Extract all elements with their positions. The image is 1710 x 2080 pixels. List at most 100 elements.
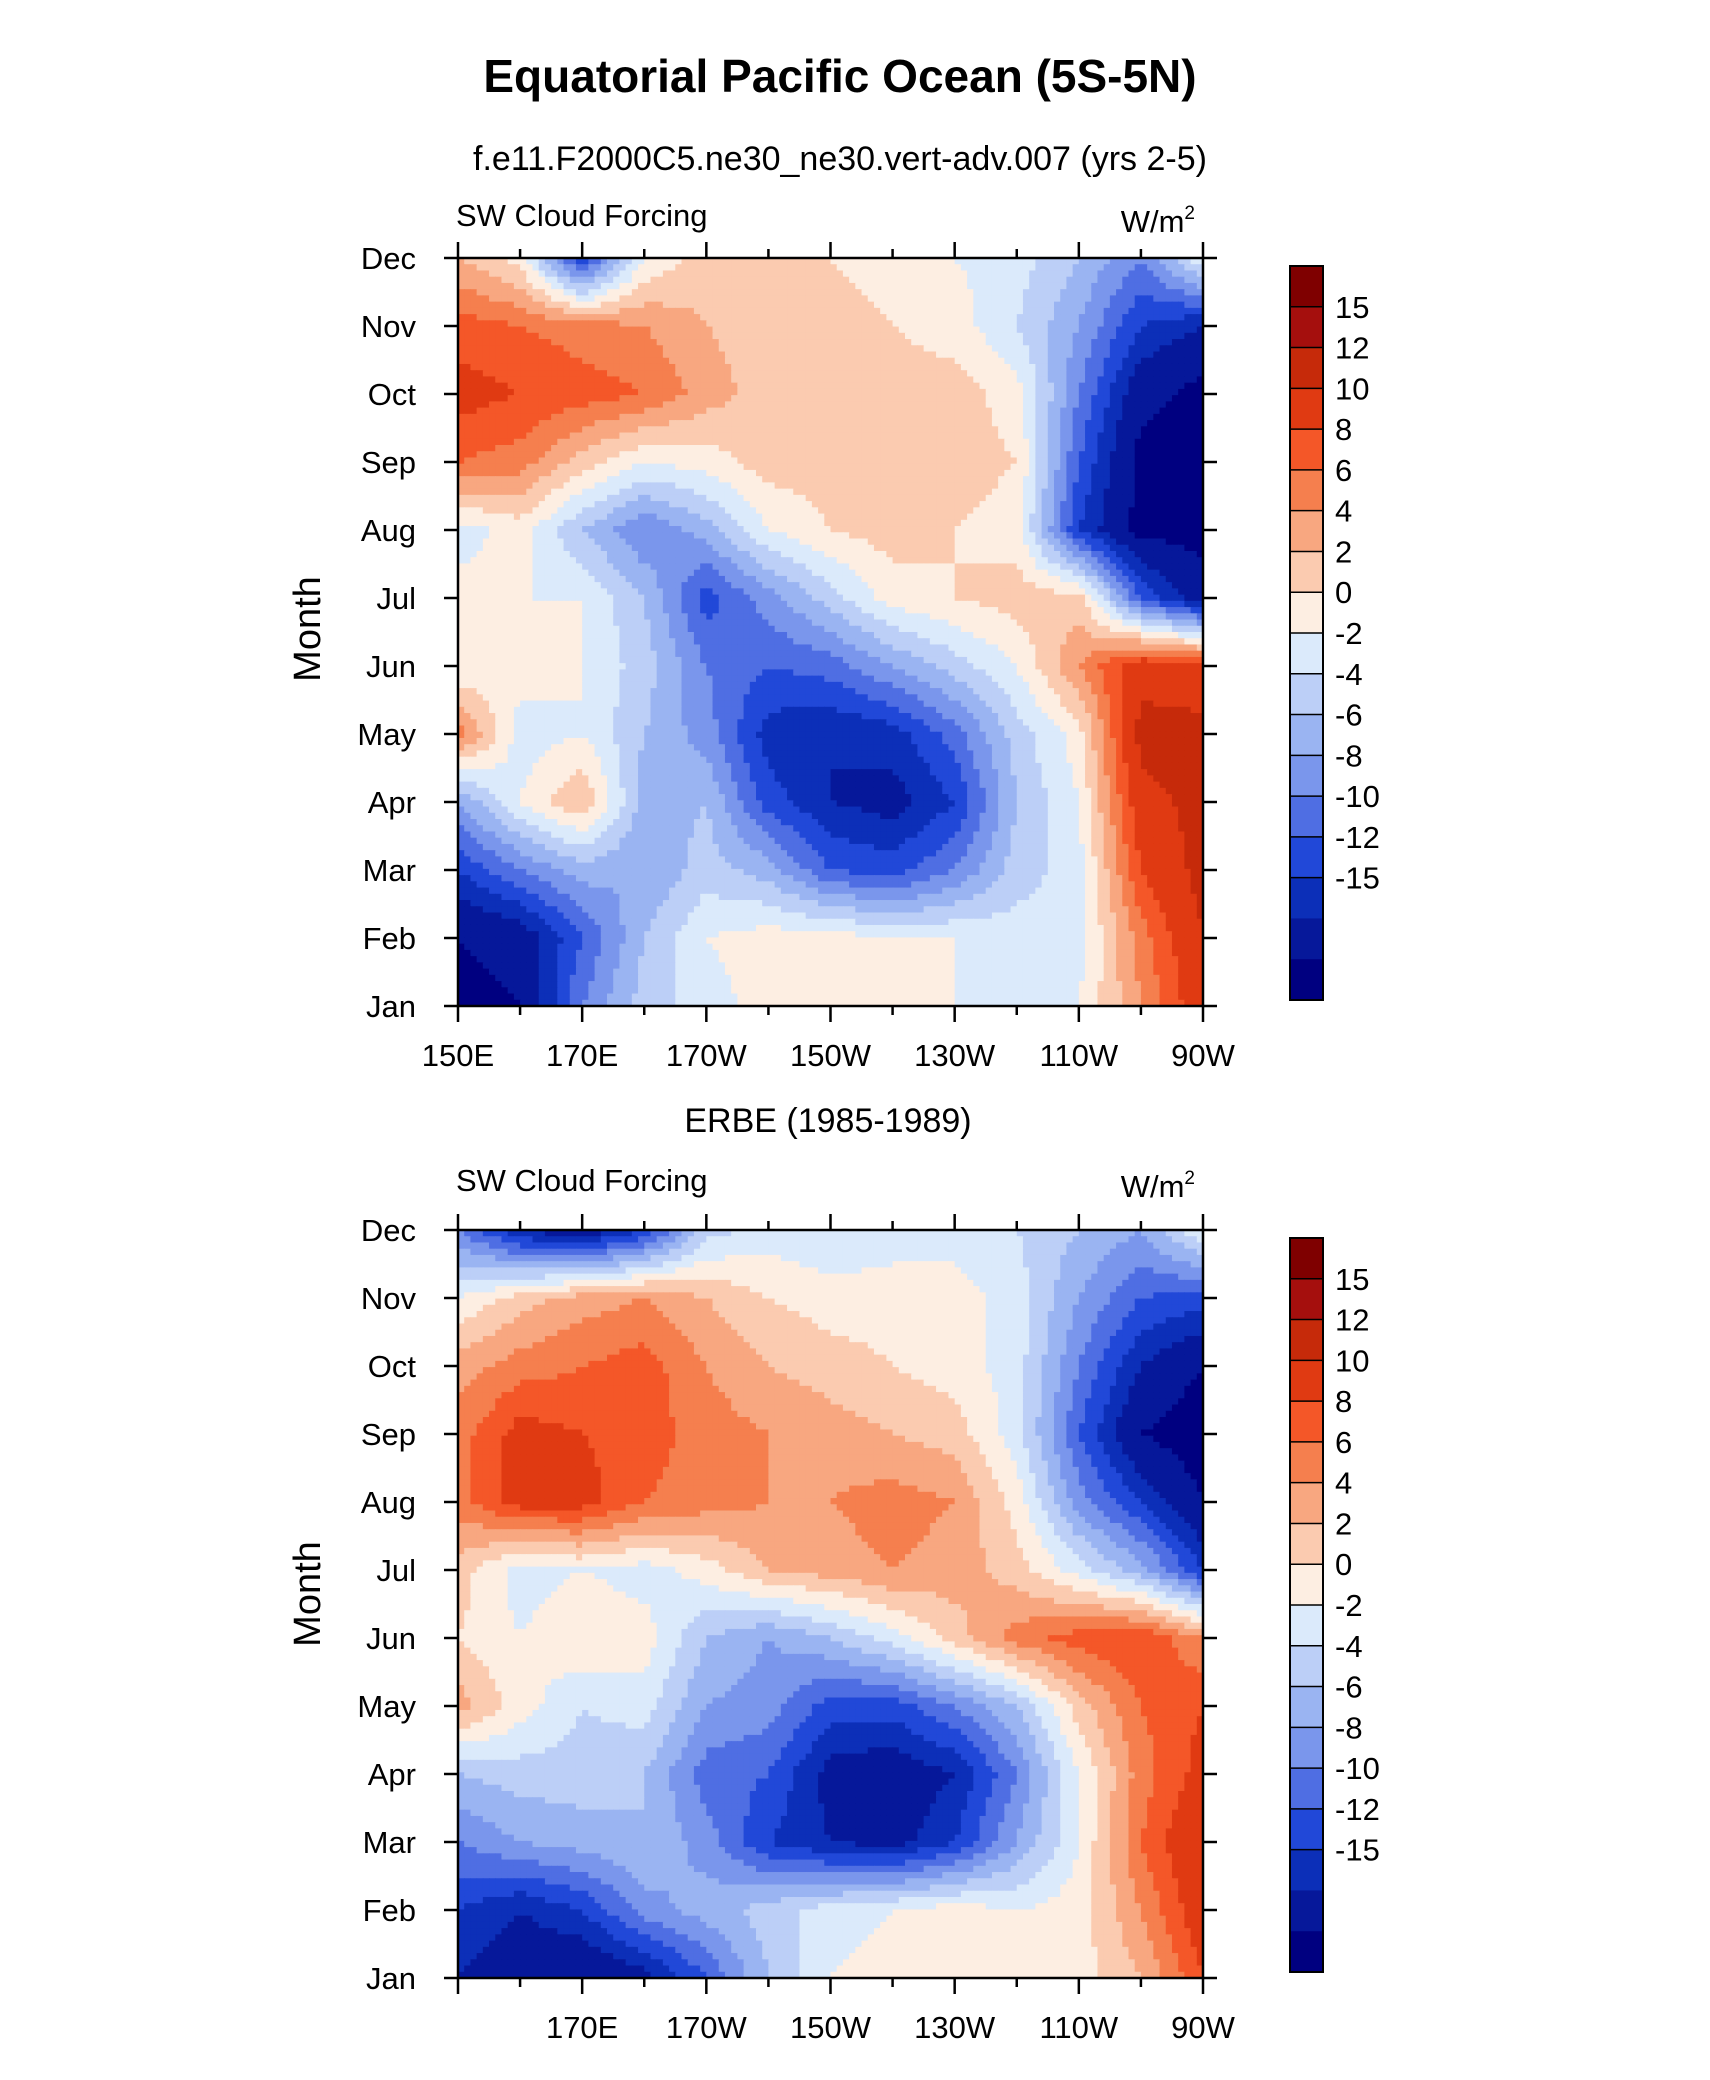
- contour-cell: [619, 264, 627, 272]
- contour-cell: [762, 345, 770, 353]
- contour-cell: [898, 289, 906, 296]
- contour-cell: [855, 301, 863, 309]
- contour-cell: [693, 351, 701, 359]
- contour-cell: [905, 295, 912, 303]
- contour-cell: [501, 258, 509, 265]
- contour-cell: [476, 494, 484, 502]
- contour-cell: [1196, 295, 1204, 303]
- contour-cell: [1109, 438, 1117, 446]
- contour-cell: [489, 476, 496, 483]
- contour-cell: [911, 376, 919, 384]
- contour-cell: [762, 339, 770, 346]
- contour-cell: [1029, 488, 1036, 496]
- contour-cell: [942, 426, 950, 434]
- contour-cell: [1054, 339, 1061, 346]
- contour-cell: [867, 507, 875, 515]
- contour-cell: [793, 494, 801, 502]
- contour-cell: [954, 488, 962, 496]
- contour-cell: [824, 401, 832, 409]
- contour-cell: [662, 345, 670, 353]
- contour-cell: [811, 494, 819, 502]
- contour-cell: [1004, 258, 1012, 265]
- contour-cell: [569, 457, 577, 465]
- contour-cell: [557, 282, 565, 290]
- contour-cell: [774, 476, 782, 483]
- contour-cell: [631, 469, 639, 477]
- contour-cell: [979, 332, 987, 340]
- contour-cell: [1165, 258, 1173, 265]
- contour-cell: [756, 345, 763, 353]
- contour-cell: [954, 258, 962, 265]
- contour-cell: [594, 401, 602, 409]
- contour-cell: [1103, 413, 1111, 421]
- contour-cell: [1078, 451, 1086, 459]
- contour-cell: [563, 332, 571, 340]
- contour-cell: [1078, 282, 1086, 290]
- contour-cell: [973, 370, 981, 378]
- contour-cell: [967, 507, 974, 515]
- contour-cell: [1178, 301, 1185, 309]
- contour-cell: [855, 332, 863, 340]
- contour-cell: [830, 501, 838, 508]
- contour-cell: [1016, 339, 1024, 346]
- contour-cell: [1047, 351, 1055, 359]
- contour-cell: [575, 507, 583, 515]
- contour-cell: [849, 326, 856, 334]
- contour-cell: [1122, 482, 1130, 490]
- contour-cell: [638, 258, 645, 265]
- contour-cell: [849, 457, 856, 465]
- contour-cell: [638, 413, 645, 421]
- contour-cell: [979, 413, 987, 421]
- contour-cell: [861, 314, 869, 321]
- contour-cell: [768, 438, 776, 446]
- contour-cell: [762, 376, 770, 384]
- contour-cell: [650, 388, 658, 396]
- contour-cell: [849, 507, 856, 515]
- contour-cell: [1128, 339, 1136, 346]
- contour-cell: [1060, 494, 1068, 502]
- contour-cell: [780, 345, 788, 353]
- contour-cell: [1122, 351, 1130, 359]
- contour-plot: JanFebMarAprMayJunJulAugSepOctNovDec150E…: [357, 241, 1235, 1073]
- contour-cell: [693, 401, 701, 409]
- contour-cell: [669, 382, 676, 390]
- contour-cell: [1072, 507, 1080, 515]
- contour-cell: [749, 420, 757, 427]
- contour-cell: [458, 469, 465, 477]
- contour-cell: [1054, 332, 1061, 340]
- contour-cell: [718, 494, 726, 502]
- contour-cell: [712, 357, 720, 365]
- contour-cell: [495, 282, 503, 290]
- contour-cell: [1184, 501, 1192, 508]
- contour-cell: [867, 395, 875, 402]
- contour-cell: [867, 451, 875, 459]
- contour-cell: [898, 295, 906, 303]
- contour-cell: [842, 388, 850, 396]
- contour-cell: [700, 438, 707, 446]
- contour-cell: [1085, 301, 1092, 309]
- contour-cell: [532, 494, 540, 502]
- contour-cell: [998, 363, 1005, 371]
- contour-cell: [706, 451, 714, 459]
- contour-cell: [830, 451, 838, 459]
- contour-cell: [656, 276, 664, 284]
- contour-cell: [1190, 469, 1198, 477]
- contour-cell: [1085, 388, 1092, 396]
- contour-cell: [1004, 264, 1012, 272]
- contour-cell: [917, 301, 925, 309]
- contour-cell: [911, 295, 919, 303]
- contour-cell: [495, 488, 503, 496]
- contour-cell: [687, 301, 695, 309]
- contour-cell: [873, 401, 881, 409]
- contour-cell: [569, 451, 577, 459]
- contour-cell: [749, 289, 757, 296]
- contour-cell: [582, 501, 589, 508]
- contour-cell: [718, 451, 726, 459]
- contour-cell: [985, 445, 993, 452]
- contour-cell: [1047, 507, 1055, 515]
- contour-cell: [600, 289, 608, 296]
- contour-cell: [613, 282, 621, 290]
- contour-cell: [923, 482, 931, 490]
- contour-cell: [799, 351, 807, 359]
- contour-cell: [563, 432, 571, 440]
